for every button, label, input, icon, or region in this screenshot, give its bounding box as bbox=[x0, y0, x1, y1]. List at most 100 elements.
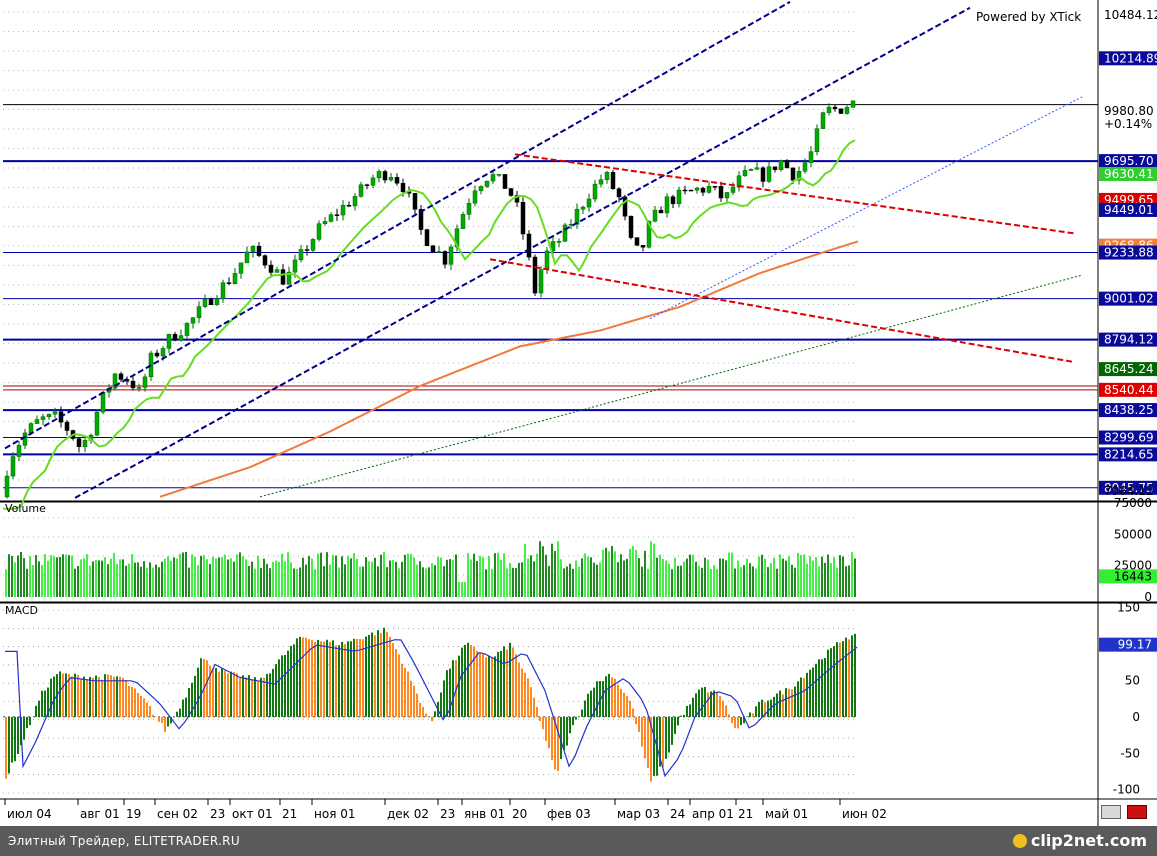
macd-bar bbox=[761, 699, 763, 717]
candle-body bbox=[412, 193, 418, 210]
volume-bar bbox=[116, 563, 118, 597]
macd-bar bbox=[668, 716, 670, 753]
macd-bar bbox=[491, 657, 493, 717]
macd-bar bbox=[725, 705, 727, 717]
candle-body bbox=[730, 186, 736, 193]
candle-body bbox=[706, 186, 712, 193]
volume-bar bbox=[53, 556, 55, 597]
volume-bar bbox=[569, 563, 571, 597]
macd-bar bbox=[89, 676, 91, 717]
price-tag-label: 9233.88 bbox=[1104, 246, 1154, 260]
macd-bar bbox=[362, 639, 364, 717]
macd-bar bbox=[479, 653, 481, 717]
candle-body bbox=[160, 348, 166, 357]
candle-body bbox=[634, 237, 640, 246]
volume-bar bbox=[710, 569, 712, 597]
volume-bar bbox=[86, 554, 88, 597]
candle-body bbox=[148, 352, 154, 378]
volume-bar bbox=[707, 559, 709, 597]
macd-bar bbox=[797, 681, 799, 717]
volume-bar bbox=[800, 555, 802, 597]
volume-bar bbox=[368, 561, 370, 597]
candle-body bbox=[244, 251, 250, 264]
volume-bar bbox=[272, 561, 274, 597]
volume-bar bbox=[239, 552, 241, 597]
candle-body bbox=[118, 373, 124, 380]
macd-bar bbox=[95, 675, 97, 717]
candle-body bbox=[838, 108, 844, 114]
macd-bar bbox=[551, 716, 553, 761]
macd-bar bbox=[410, 680, 412, 717]
volume-bar bbox=[563, 568, 565, 597]
macd-bar bbox=[113, 676, 115, 717]
price-tag: 7984.12 bbox=[1104, 484, 1154, 498]
volume-bar bbox=[173, 557, 175, 597]
volume-bar bbox=[473, 553, 475, 597]
macd-bar bbox=[101, 679, 103, 717]
volume-bar bbox=[728, 552, 730, 597]
macd-bar bbox=[134, 688, 136, 717]
volume-last-tag: 16443 bbox=[1099, 569, 1157, 584]
volume-bar bbox=[656, 557, 658, 597]
volume-bar bbox=[848, 565, 850, 597]
volume-bar bbox=[308, 556, 310, 597]
candle-body bbox=[100, 391, 106, 413]
candle-body bbox=[652, 209, 658, 222]
volume-bar bbox=[353, 553, 355, 597]
price-tag-bg bbox=[1099, 167, 1157, 182]
macd-bar bbox=[548, 716, 550, 749]
macd-bar bbox=[80, 679, 82, 717]
candle-body bbox=[610, 172, 616, 190]
volume-bar bbox=[293, 568, 295, 597]
volume-bar bbox=[233, 561, 235, 597]
volume-bar bbox=[143, 561, 145, 597]
macd-bar bbox=[212, 668, 214, 717]
macd-bar bbox=[137, 692, 139, 717]
exit-icon[interactable] bbox=[1127, 805, 1147, 819]
x-axis-label: 21 bbox=[738, 807, 753, 821]
volume-bar bbox=[287, 552, 289, 597]
volume-bar bbox=[215, 558, 217, 597]
macd-bar bbox=[674, 716, 676, 734]
candle-body bbox=[736, 175, 742, 188]
macd-bar bbox=[221, 668, 223, 717]
price-tag-bg bbox=[1099, 202, 1157, 217]
candle-body bbox=[364, 184, 370, 186]
candle-body bbox=[346, 204, 352, 207]
volume-bar bbox=[383, 551, 385, 597]
macd-bar bbox=[776, 693, 778, 717]
x-axis-label: май 01 bbox=[765, 807, 808, 821]
macd-bar bbox=[563, 716, 565, 750]
macd-bar bbox=[806, 672, 808, 717]
volume-bar bbox=[611, 546, 613, 597]
settings-icon[interactable] bbox=[1101, 805, 1121, 819]
volume-bar bbox=[362, 566, 364, 597]
candle-body bbox=[694, 187, 700, 191]
macd-bar bbox=[665, 716, 667, 759]
volume-bar bbox=[515, 568, 517, 597]
price-tag: 8438.25 bbox=[1099, 403, 1157, 418]
x-axis-label: окт 01 bbox=[232, 807, 273, 821]
candle-body bbox=[796, 171, 802, 181]
trend-red-lower bbox=[489, 258, 1076, 364]
candle-body bbox=[490, 174, 496, 182]
volume-bar bbox=[806, 563, 808, 597]
volume-bar bbox=[245, 559, 247, 597]
macd-bar bbox=[53, 676, 55, 717]
macd-bar bbox=[350, 641, 352, 717]
macd-bar bbox=[494, 656, 496, 717]
candle-body bbox=[826, 106, 832, 113]
candle-body bbox=[274, 269, 280, 273]
macd-bar bbox=[515, 654, 517, 717]
candle-body bbox=[508, 188, 514, 196]
volume-bar bbox=[821, 556, 823, 597]
macd-bar bbox=[332, 640, 334, 717]
macd-bar bbox=[404, 667, 406, 717]
macd-bar bbox=[596, 681, 598, 717]
trend-channel-lower bbox=[74, 6, 971, 499]
candle-body bbox=[424, 229, 430, 246]
volume-bar bbox=[170, 560, 172, 597]
macd-bar bbox=[641, 716, 643, 747]
candle-body bbox=[442, 251, 448, 265]
candle-body bbox=[172, 334, 178, 341]
